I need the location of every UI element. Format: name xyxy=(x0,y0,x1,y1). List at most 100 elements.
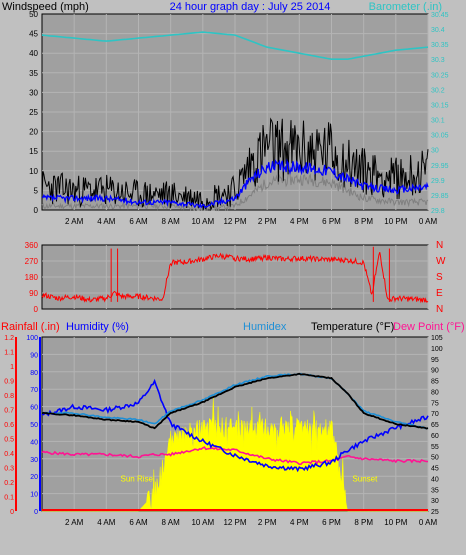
chart-title: 24 hour graph day : July 25 2014 xyxy=(170,1,331,13)
rain-y-tick-label: 0.7 xyxy=(4,408,14,415)
wind-y-tick-label: 30 xyxy=(29,88,38,97)
humidity-axis-label: Humidity (%) xyxy=(66,321,129,333)
temp-time-tick-label: 6 PM xyxy=(322,518,341,527)
temperature-line xyxy=(41,372,429,430)
compass-tick-label: S xyxy=(436,272,443,283)
rain-y-tick-label: 0.2 xyxy=(4,480,14,487)
temperature-y-tick-label: 80 xyxy=(431,389,439,396)
direction-y-tick-label: 360 xyxy=(25,241,39,250)
wind-time-tick-label: 2 PM xyxy=(258,217,277,226)
humidity-y-tick-label: 50 xyxy=(30,422,38,429)
humidex-line xyxy=(41,372,429,430)
compass-tick-label: E xyxy=(436,288,443,299)
wind-y-tick-label: 15 xyxy=(29,147,38,156)
rain-y-tick-label: 1.1 xyxy=(4,350,14,357)
humidity-y-tick-label: 90 xyxy=(30,352,38,359)
barometer-y-tick-label: 29.95 xyxy=(431,163,449,170)
rain-y-tick-label: 0 xyxy=(10,509,14,516)
temp-time-tick-label: 2 AM xyxy=(65,518,84,527)
temp-time-tick-label: 8 PM xyxy=(354,518,373,527)
sunrise-annotation: Sun Rise xyxy=(121,474,154,483)
temp-time-tick-label: 8 AM xyxy=(162,518,181,527)
rain-y-tick-label: 0.1 xyxy=(4,495,14,502)
wind-y-tick-label: 10 xyxy=(29,167,38,176)
direction-y-tick-label: 270 xyxy=(25,257,39,266)
temperature-y-tick-label: 40 xyxy=(431,476,439,483)
wind-y-tick-label: 5 xyxy=(34,186,39,195)
wind-direction-trace xyxy=(41,252,429,304)
temperature-y-tick-label: 95 xyxy=(431,357,439,364)
wind-gust-line xyxy=(41,117,429,212)
temperature-y-tick-label: 50 xyxy=(431,455,439,462)
rainfall-axis-label: Rainfall (.in) xyxy=(1,321,60,333)
wind-time-tick-label: 4 PM xyxy=(290,217,309,226)
temp-time-tick-label: 4 PM xyxy=(290,518,309,527)
wind-y-tick-label: 50 xyxy=(29,10,38,19)
direction-y-tick-label: 90 xyxy=(29,289,38,298)
wind-time-tick-label: 6 PM xyxy=(322,217,341,226)
barometer-y-tick-label: 29.85 xyxy=(431,193,449,200)
humidity-y-tick-label: 40 xyxy=(30,439,38,446)
humidity-line xyxy=(41,378,429,473)
temp-time-tick-label: 6 AM xyxy=(129,518,148,527)
temperature-y-tick-label: 45 xyxy=(431,466,439,473)
temperature-axis-label: Temperature (°F) xyxy=(311,321,394,333)
wind-y-tick-label: 0 xyxy=(34,206,39,215)
barometer-y-tick-label: 30.1 xyxy=(431,118,445,125)
humidity-y-tick-label: 10 xyxy=(30,492,38,499)
barometer-y-tick-label: 30.05 xyxy=(431,133,449,140)
barometer-y-tick-label: 30.45 xyxy=(431,12,449,19)
compass-tick-label: N xyxy=(436,304,443,315)
barometer-y-tick-label: 30.4 xyxy=(431,27,445,34)
rain-y-tick-label: 1.2 xyxy=(4,335,14,342)
temperature-y-tick-label: 90 xyxy=(431,368,439,375)
humidity-y-tick-label: 30 xyxy=(30,457,38,464)
wind-time-tick-label: 8 PM xyxy=(354,217,373,226)
compass-tick-label: N xyxy=(436,240,443,251)
temperature-y-tick-label: 30 xyxy=(431,498,439,505)
barometer-y-tick-label: 29.9 xyxy=(431,178,445,185)
dewpoint-axis-label: Dew Point (°F) xyxy=(393,321,465,333)
barometer-y-tick-label: 29.8 xyxy=(431,208,445,215)
temp-time-tick-label: 4 AM xyxy=(97,518,116,527)
humidity-y-tick-label: 70 xyxy=(30,387,38,394)
direction-y-tick-label: 180 xyxy=(25,273,39,282)
wind-low-line xyxy=(41,173,429,212)
rain-y-tick-label: 0.4 xyxy=(4,451,14,458)
direction-y-tick-label: 0 xyxy=(34,305,39,314)
wind-y-tick-label: 45 xyxy=(29,30,38,39)
dewpoint-line xyxy=(41,446,429,466)
temperature-y-tick-label: 100 xyxy=(431,346,443,353)
wind-time-tick-label: 0 AM xyxy=(419,217,438,226)
sunset-annotation: Sunset xyxy=(352,474,378,483)
wind-y-tick-label: 35 xyxy=(29,69,38,78)
temperature-y-tick-label: 65 xyxy=(431,422,439,429)
rain-y-tick-label: 0.3 xyxy=(4,466,14,473)
temperature-y-tick-label: 85 xyxy=(431,379,439,386)
temp-time-tick-label: 2 PM xyxy=(258,518,277,527)
humidity-y-tick-label: 80 xyxy=(30,370,38,377)
wind-y-tick-label: 40 xyxy=(29,49,38,58)
humidity-y-tick-label: 0 xyxy=(34,509,38,516)
wind-time-tick-label: 10 PM xyxy=(384,217,407,226)
wind-y-tick-label: 20 xyxy=(29,128,38,137)
barometer-y-tick-label: 30.25 xyxy=(431,72,449,79)
humidex-axis-label: Humidex xyxy=(243,321,287,333)
temp-time-tick-label: 10 AM xyxy=(191,518,214,527)
temperature-y-tick-label: 105 xyxy=(431,335,443,342)
temp-time-tick-label: 10 PM xyxy=(384,518,407,527)
temperature-y-tick-label: 35 xyxy=(431,487,439,494)
humidity-y-tick-label: 20 xyxy=(30,474,38,481)
barometer-y-tick-label: 30.15 xyxy=(431,102,449,109)
temperature-y-tick-label: 75 xyxy=(431,400,439,407)
wind-time-tick-label: 4 AM xyxy=(97,217,116,226)
wind-time-tick-label: 12 PM xyxy=(223,217,246,226)
temp-time-tick-label: 0 AM xyxy=(419,518,438,527)
barometer-line xyxy=(41,31,429,60)
barometer-y-tick-label: 30.2 xyxy=(431,87,445,94)
barometer-axis-label: Barometer (.in) xyxy=(369,1,442,13)
temperature-y-tick-label: 55 xyxy=(431,444,439,451)
wind-average-line xyxy=(41,158,429,209)
compass-tick-label: W xyxy=(436,256,446,267)
